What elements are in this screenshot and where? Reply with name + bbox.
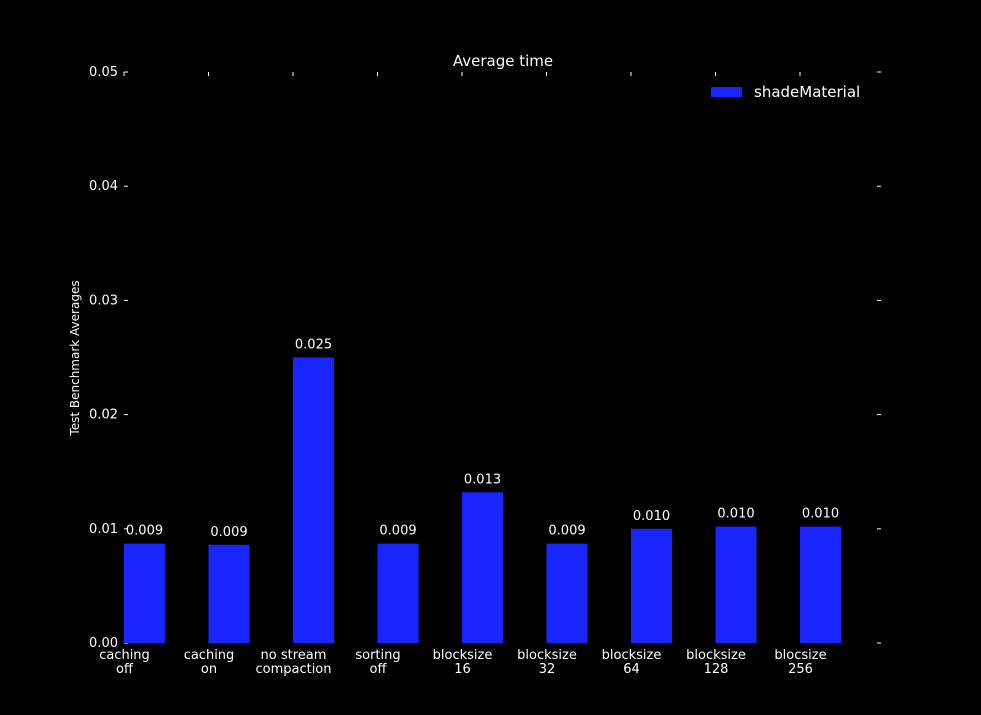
data-labels-group: 0.009 0.009 0.025 0.009 0.013 0.009 0.010 0.010… xyxy=(126,338,839,540)
x-tick-label: 16 xyxy=(454,662,471,677)
bar xyxy=(208,544,250,643)
bar xyxy=(800,526,841,643)
x-tick-label: blocksize xyxy=(686,648,746,663)
x-tick-label: 128 xyxy=(704,662,729,677)
bars-group xyxy=(124,357,841,643)
data-label: 0.010 xyxy=(633,509,670,524)
x-tick-label: sorting xyxy=(355,648,400,663)
bar xyxy=(124,543,165,643)
legend-swatch xyxy=(711,87,742,97)
data-label: 0.010 xyxy=(717,507,754,522)
y-tick-label: 0.00 xyxy=(89,636,118,651)
data-label: 0.010 xyxy=(802,507,839,522)
y-tick-label: 0.05 xyxy=(89,65,118,80)
y-tick-label: 0.04 xyxy=(89,179,118,194)
bar xyxy=(546,543,588,643)
x-tick-label: caching xyxy=(184,648,235,663)
data-label: 0.013 xyxy=(464,472,501,487)
x-tick-label: blocsize xyxy=(774,648,826,663)
x-tick-label: off xyxy=(116,662,134,677)
x-tick-label: on xyxy=(201,662,217,677)
bar xyxy=(462,492,503,643)
data-label: 0.009 xyxy=(548,524,585,539)
bar xyxy=(377,543,419,643)
bar xyxy=(715,526,757,643)
x-tick-label: caching xyxy=(99,648,150,663)
bar xyxy=(293,357,334,643)
y-tick-label: 0.02 xyxy=(89,408,118,423)
x-tick-label: blocksize xyxy=(517,648,577,663)
data-label: 0.009 xyxy=(126,524,163,539)
chart-title: Average time xyxy=(453,52,553,70)
data-label: 0.009 xyxy=(210,525,247,540)
x-tick-label: 256 xyxy=(788,662,813,677)
x-tick-label: blocksize xyxy=(602,648,662,663)
x-tick-label: blocksize xyxy=(433,648,493,663)
y-tick-label: 0.01 xyxy=(89,522,118,537)
x-tick-label: 64 xyxy=(623,662,640,677)
y-axis: 0.00 0.01 0.02 0.03 0.04 0.05 xyxy=(89,65,881,651)
data-label: 0.025 xyxy=(295,338,332,353)
legend-label: shadeMaterial xyxy=(754,83,860,101)
x-tick-label: no stream xyxy=(261,648,327,663)
y-tick-label: 0.03 xyxy=(89,293,118,308)
y-axis-label: Test Benchmark Averages xyxy=(68,280,82,436)
x-tick-label: off xyxy=(370,662,388,677)
x-tick-label: compaction xyxy=(255,662,331,677)
legend: shadeMaterial xyxy=(711,83,860,101)
data-label: 0.009 xyxy=(379,524,416,539)
x-tick-label: 32 xyxy=(539,662,556,677)
bar xyxy=(631,528,672,643)
